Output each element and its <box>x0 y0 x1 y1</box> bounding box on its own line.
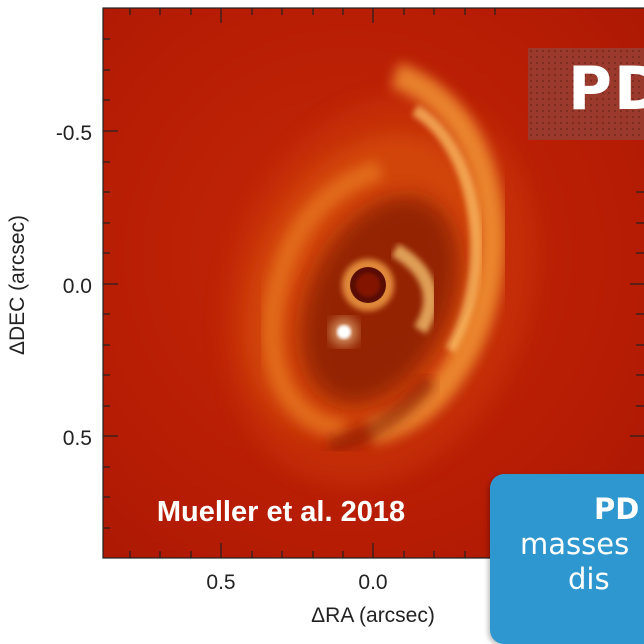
y-tick-label: 0.5 <box>63 427 92 450</box>
y-tick-label: 0.0 <box>63 275 92 298</box>
x-tick-label: 0.5 <box>206 571 235 594</box>
slide-title-box: PD <box>528 48 644 140</box>
x-axis-label: ΔRA (arcsec) <box>311 604 435 627</box>
axis-ticks <box>103 8 644 558</box>
callout-box: PD masses dis <box>490 474 644 644</box>
x-tick-label: 0.0 <box>358 571 387 594</box>
callout-line: dis <box>568 562 610 596</box>
plot-frame <box>102 7 644 559</box>
y-axis-label: ΔDEC (arcsec) <box>6 215 29 355</box>
callout-line: PD <box>594 492 640 526</box>
y-tick-label: -0.5 <box>56 122 92 145</box>
citation-label: Mueller et al. 2018 <box>156 496 406 528</box>
slide-title: PD <box>568 54 644 124</box>
callout-line: masses <box>520 527 630 561</box>
